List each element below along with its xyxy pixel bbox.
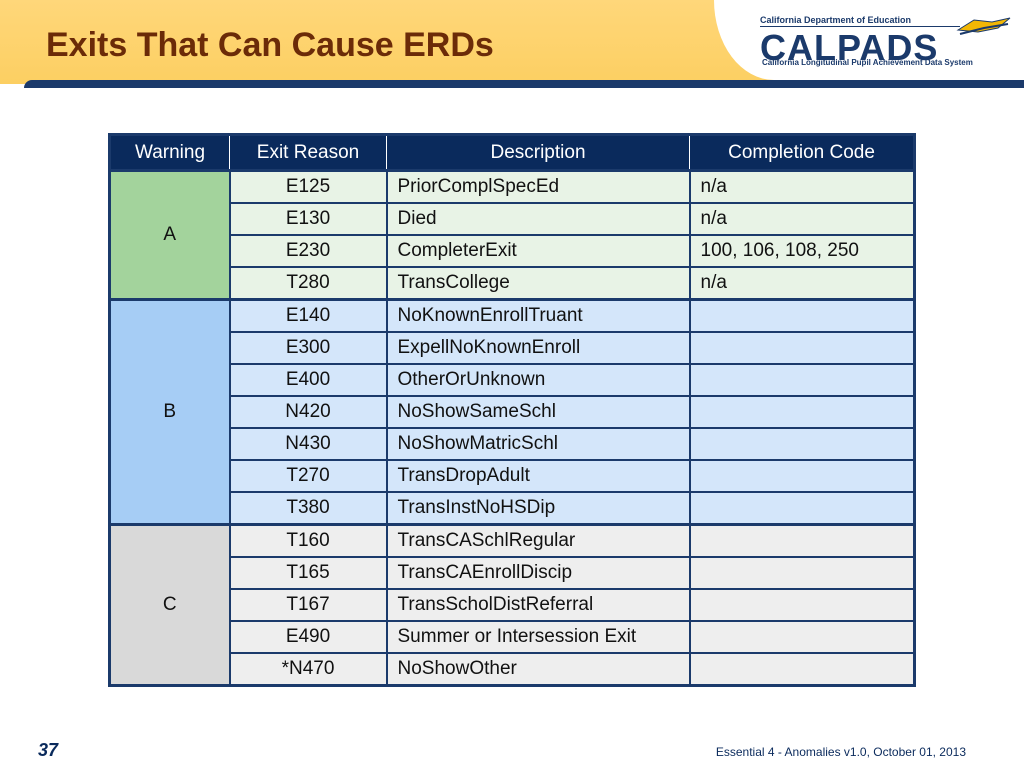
completion-code-cell <box>688 427 916 461</box>
description-cell: Summer or Intersession Exit <box>385 620 691 654</box>
description-cell: OtherOrUnknown <box>385 363 691 397</box>
table-row: T167 TransScholDistReferral <box>110 588 916 622</box>
completion-code-cell <box>688 395 916 429</box>
logo-panel <box>714 0 1024 80</box>
completion-code-cell <box>688 331 916 365</box>
exit-reason-cell: T270 <box>228 459 388 493</box>
column-header-warning: Warning <box>109 134 230 171</box>
table-row: A E125 PriorComplSpecEd n/a <box>108 169 916 301</box>
header-rule <box>24 80 1024 88</box>
table-row: E300 ExpellNoKnownEnroll <box>110 331 916 365</box>
logo-wordmark: CALPADS <box>760 27 939 68</box>
warning-group-c: C T160 TransCASchlRegular T165 TransCAEn… <box>108 523 916 687</box>
completion-code-cell <box>688 491 916 526</box>
logo-department-text: California Department of Education <box>760 15 960 27</box>
warning-cell-a: A <box>108 169 231 301</box>
completion-code-cell <box>688 523 916 558</box>
description-cell: Died <box>385 202 691 236</box>
column-header-completion-code: Completion Code <box>689 134 915 171</box>
description-cell: TransInstNoHSDip <box>385 491 691 526</box>
description-cell: ExpellNoKnownEnroll <box>385 331 691 365</box>
exit-reason-cell: E140 <box>228 298 388 333</box>
exit-codes-table: Warning Exit Reason Description Completi… <box>108 133 916 687</box>
exit-reason-cell: E130 <box>228 202 388 236</box>
completion-code-cell <box>688 588 916 622</box>
table-row: E230 CompleterExit 100, 106, 108, 250 <box>110 234 916 268</box>
description-cell: TransCollege <box>385 266 691 301</box>
description-cell: TransDropAdult <box>385 459 691 493</box>
exit-reason-cell: *N470 <box>228 652 388 687</box>
slide-number: 37 <box>38 740 59 760</box>
completion-code-cell: n/a <box>688 202 916 236</box>
exit-reason-cell: T280 <box>228 266 388 301</box>
logo-state-icon <box>956 17 1011 35</box>
footer-text: Essential 4 - Anomalies v1.0, October 01… <box>715 745 966 759</box>
table-row: B E140 NoKnownEnrollTruant <box>108 298 916 526</box>
exit-reason-cell: E300 <box>228 331 388 365</box>
exit-reason-cell: N420 <box>228 395 388 429</box>
completion-code-cell <box>688 363 916 397</box>
table-row: N420 NoShowSameSchl <box>110 395 916 429</box>
table-row: T270 TransDropAdult <box>110 459 916 493</box>
completion-code-cell <box>688 298 916 333</box>
exit-reason-cell: T167 <box>228 588 388 622</box>
table-row: N430 NoShowMatricSchl <box>110 427 916 461</box>
warning-cell-c: C <box>108 523 231 687</box>
description-cell: TransCAEnrollDiscip <box>385 556 691 590</box>
description-cell: NoShowOther <box>385 652 691 687</box>
completion-code-cell: 100, 106, 108, 250 <box>688 234 916 268</box>
exit-reason-cell: E400 <box>228 363 388 397</box>
description-cell: NoKnownEnrollTruant <box>385 298 691 333</box>
table-row: *N470 NoShowOther <box>110 652 916 687</box>
description-cell: CompleterExit <box>385 234 691 268</box>
table-row: T380 TransInstNoHSDip <box>110 491 916 526</box>
exit-reason-cell: E490 <box>228 620 388 654</box>
description-cell: TransCASchlRegular <box>385 523 691 558</box>
completion-code-cell <box>688 459 916 493</box>
table-row: E490 Summer or Intersession Exit <box>110 620 916 654</box>
description-cell: NoShowMatricSchl <box>385 427 691 461</box>
exit-reason-cell: T380 <box>228 491 388 526</box>
table-row: E130 Died n/a <box>110 202 916 236</box>
table-header-row: Warning Exit Reason Description Completi… <box>109 134 915 171</box>
description-cell: PriorComplSpecEd <box>385 169 691 204</box>
logo-subtitle: California Longitudinal Pupil Achievemen… <box>762 58 973 67</box>
exit-reason-cell: N430 <box>228 427 388 461</box>
exit-reason-cell: E230 <box>228 234 388 268</box>
column-header-description: Description <box>386 134 690 171</box>
exit-reason-cell: T165 <box>228 556 388 590</box>
completion-code-cell <box>688 652 916 687</box>
warning-group-a: A E125 PriorComplSpecEd n/a E130 Died n/… <box>108 169 916 301</box>
table-row: T165 TransCAEnrollDiscip <box>110 556 916 590</box>
table-row: E400 OtherOrUnknown <box>110 363 916 397</box>
completion-code-cell <box>688 620 916 654</box>
table-row: T280 TransCollege n/a <box>110 266 916 301</box>
column-header-exit-reason: Exit Reason <box>229 134 387 171</box>
exit-reason-cell: E125 <box>228 169 388 204</box>
exit-reason-cell: T160 <box>228 523 388 558</box>
completion-code-cell: n/a <box>688 266 916 301</box>
completion-code-cell <box>688 556 916 590</box>
table-row: C T160 TransCASchlRegular <box>108 523 916 687</box>
page-title: Exits That Can Cause ERDs <box>46 26 494 64</box>
completion-code-cell: n/a <box>688 169 916 204</box>
description-cell: TransScholDistReferral <box>385 588 691 622</box>
warning-group-b: B E140 NoKnownEnrollTruant E300 ExpellNo… <box>108 298 916 526</box>
description-cell: NoShowSameSchl <box>385 395 691 429</box>
warning-cell-b: B <box>108 298 231 526</box>
